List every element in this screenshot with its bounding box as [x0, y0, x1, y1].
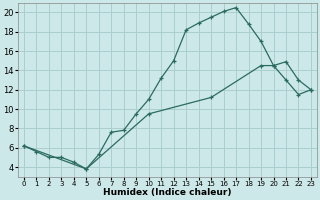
X-axis label: Humidex (Indice chaleur): Humidex (Indice chaleur) — [103, 188, 232, 197]
